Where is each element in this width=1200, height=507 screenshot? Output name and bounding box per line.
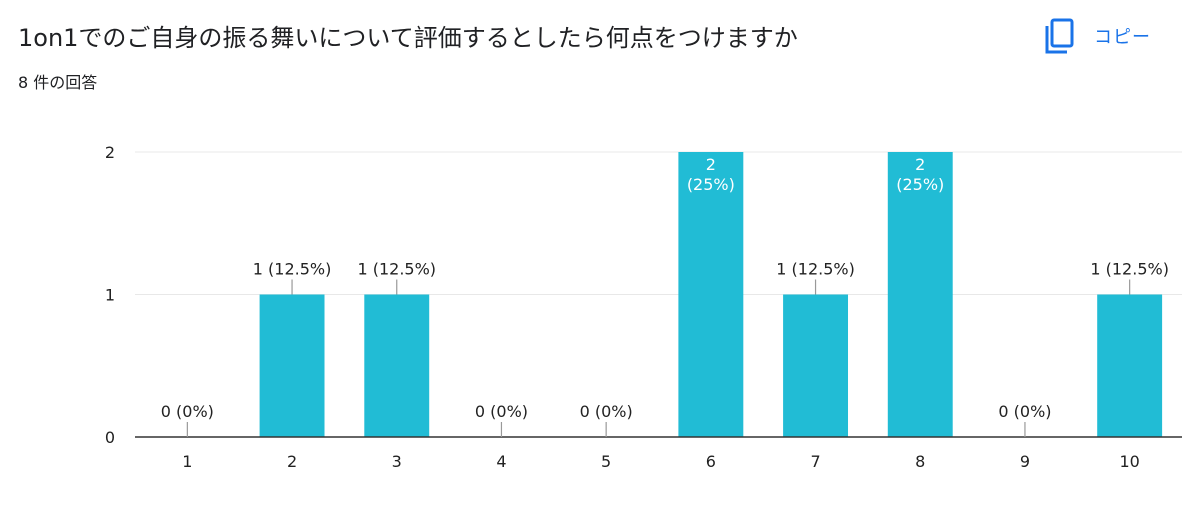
x-tick-label-1: 1 [182,452,192,471]
data-label-8: 2 (25%) [896,155,944,194]
y-tick-label-2: 2 [105,143,115,162]
x-tick-label-8: 8 [915,452,925,471]
x-tick-label-10: 10 [1119,452,1139,471]
copy-icon [1045,18,1074,54]
x-tick-label-5: 5 [601,452,611,471]
data-label-3: 1 (12.5%) [357,260,436,279]
copy-button[interactable]: コピー [1042,14,1172,58]
chart-axis: 0 1 2 1 2 3 4 5 6 7 8 9 10 [105,143,1182,471]
bar-2 [259,294,325,437]
data-label-4: 0 (0%) [475,402,528,421]
bar-10 [1097,294,1163,437]
response-count: 8 件の回答 [18,73,98,92]
bar-6 [678,152,744,437]
bar-3 [364,294,430,437]
x-tick-label-6: 6 [706,452,716,471]
x-tick-label-4: 4 [496,452,506,471]
bar-7 [783,294,849,437]
x-tick-label-9: 9 [1020,452,1030,471]
data-label-2: 1 (12.5%) [253,260,332,279]
data-label-10: 1 (12.5%) [1090,260,1169,279]
x-tick-label-7: 7 [810,452,820,471]
chart-bars [259,152,1163,437]
chart-data-labels: 0 (0%) 1 (12.5%) 1 (12.5%) 0 (0%) 0 (0%) 2 (25… [161,155,1169,437]
y-tick-label-0: 0 [105,428,115,447]
question-title: 1on1でのご自身の振る舞いについて評価するとしたら何点をつけますか [18,24,798,52]
copy-label: コピー [1094,27,1151,48]
data-label-1: 0 (0%) [161,402,214,421]
bar-8 [887,152,953,437]
data-label-6: 2 (25%) [687,155,735,194]
x-tick-label-2: 2 [287,452,297,471]
data-label-9: 0 (0%) [998,402,1051,421]
y-tick-label-1: 1 [105,286,115,305]
x-tick-label-3: 3 [392,452,402,471]
data-label-5: 0 (0%) [580,402,633,421]
data-label-7: 1 (12.5%) [776,260,855,279]
